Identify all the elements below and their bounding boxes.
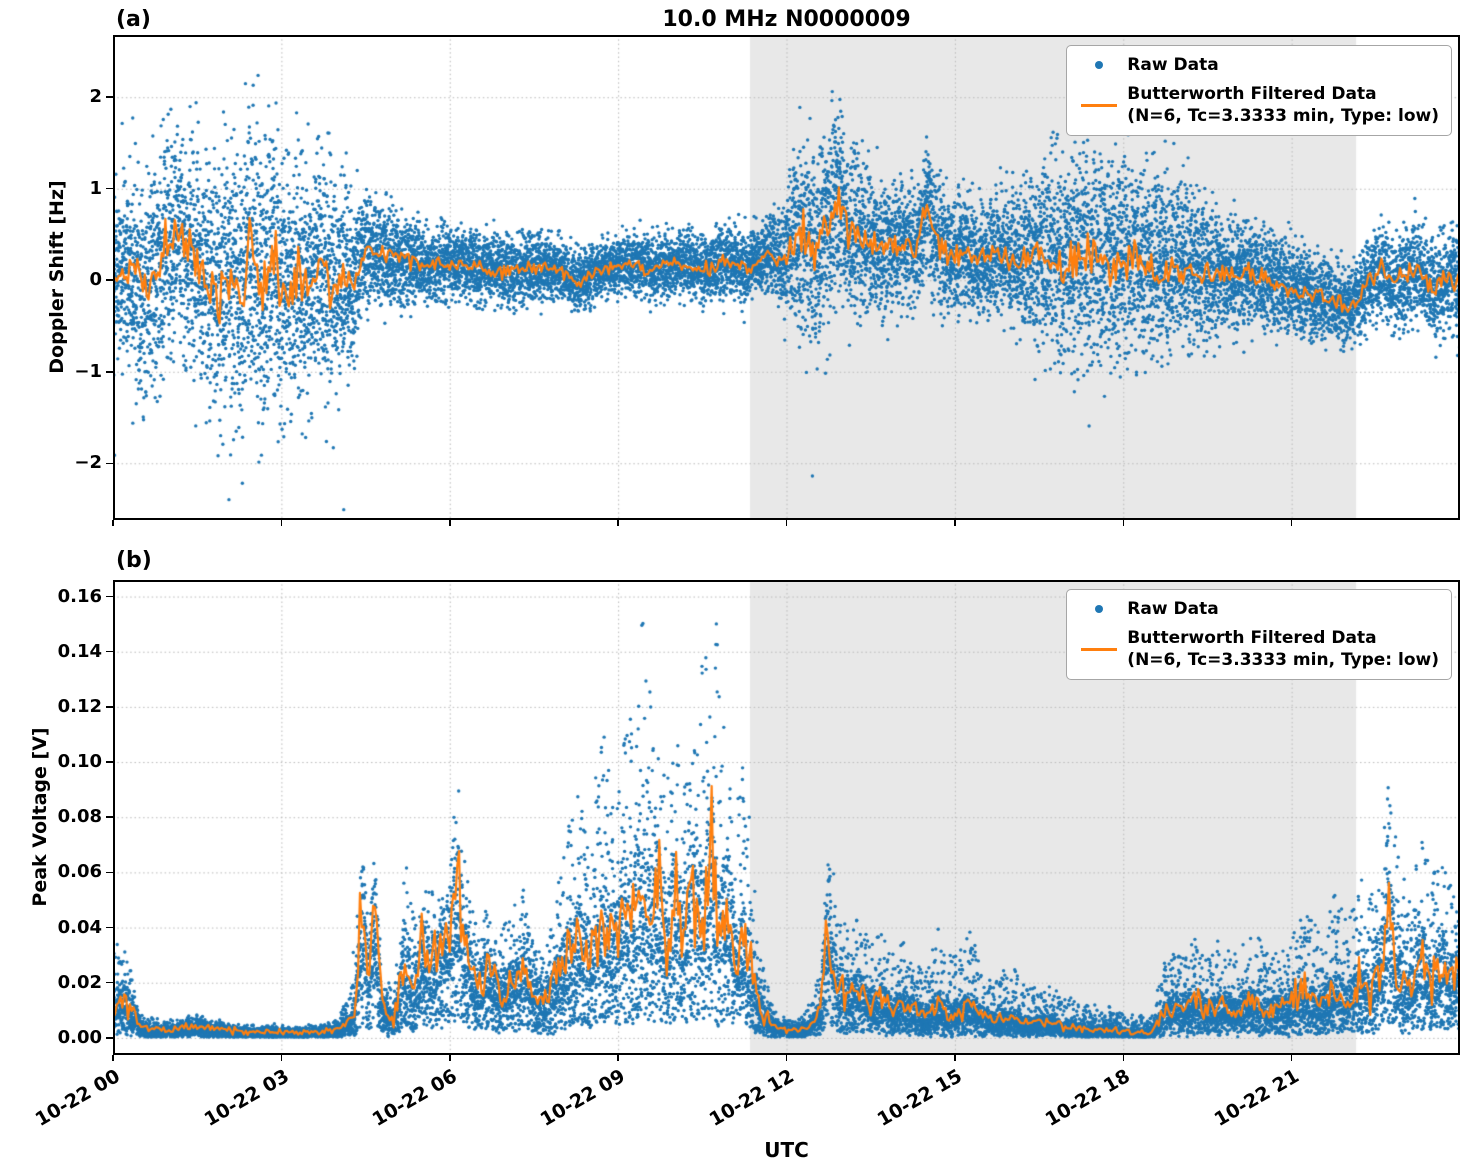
- y-tick-mark: [106, 706, 113, 708]
- y-tick-label: 0.16: [57, 585, 102, 607]
- y-tick-label: 0.02: [57, 971, 102, 993]
- y-tick-mark: [106, 187, 113, 190]
- legend-raw-label: Raw Data: [1127, 599, 1219, 619]
- x-tick-mark: [1290, 1055, 1293, 1061]
- x-tick-mark: [617, 520, 619, 526]
- x-tick-mark: [449, 520, 451, 526]
- y-tick-label: 0.10: [57, 751, 102, 773]
- y-tick-label: −1: [74, 360, 102, 382]
- chart-title: 10.0 MHz N0000009: [662, 7, 911, 32]
- x-tick-label: 10-22 09: [536, 1065, 630, 1131]
- legend-filtered-label: Butterworth Filtered Data (N=6, Tc=3.3333…: [1127, 627, 1439, 671]
- x-tick-mark: [449, 1055, 451, 1061]
- legend-filtered-line1: Butterworth Filtered Data: [1127, 628, 1377, 649]
- y-tick-mark: [106, 595, 113, 598]
- x-tick-mark: [1122, 1055, 1124, 1061]
- y-tick-mark: [106, 981, 113, 984]
- legend-entry-filtered: Butterworth Filtered Data (N=6, Tc=3.3333…: [1079, 627, 1439, 671]
- x-tick-mark: [1290, 520, 1293, 526]
- legend-filtered-line2: (N=6, Tc=3.3333 min, Type: low): [1127, 650, 1439, 671]
- x-axis-label: UTC: [764, 1138, 809, 1162]
- x-tick-mark: [954, 520, 956, 526]
- y-tick-label: 0.04: [57, 916, 102, 938]
- legend-entry-raw: Raw Data: [1079, 598, 1439, 620]
- y-tick-mark: [106, 96, 113, 98]
- legend-filtered-line2: (N=6, Tc=3.3333 min, Type: low): [1127, 106, 1439, 127]
- legend-marker-col: [1079, 605, 1119, 614]
- panel-b-legend: Raw Data Butterworth Filtered Data (N=6, …: [1066, 589, 1452, 681]
- legend-marker-col: [1079, 103, 1119, 107]
- y-tick-label: 1: [89, 177, 102, 199]
- x-tick-mark: [112, 1055, 114, 1061]
- y-tick-label: 0.14: [57, 640, 102, 662]
- y-tick-label: 0.08: [57, 806, 102, 828]
- filtered-line-marker-icon: [1081, 103, 1118, 107]
- x-tick-mark: [280, 1055, 283, 1061]
- y-tick-mark: [106, 371, 113, 373]
- y-tick-mark: [106, 650, 113, 653]
- legend-marker-col: [1079, 647, 1119, 651]
- panel-a-y-axis-label: Doppler Shift [Hz]: [46, 180, 68, 374]
- y-tick-mark: [106, 1037, 113, 1039]
- y-tick-label: 0.06: [57, 861, 102, 883]
- panel-a-label: (a): [116, 7, 151, 32]
- legend-entry-raw: Raw Data: [1079, 54, 1439, 76]
- x-tick-mark: [617, 1055, 619, 1061]
- filtered-line-marker-icon: [1081, 647, 1118, 651]
- legend-entry-filtered: Butterworth Filtered Data (N=6, Tc=3.3333…: [1079, 83, 1439, 127]
- y-tick-mark: [106, 816, 113, 818]
- y-tick-label: −2: [74, 452, 102, 474]
- y-tick-label: 0: [89, 269, 102, 291]
- legend-filtered-label: Butterworth Filtered Data (N=6, Tc=3.3333…: [1127, 83, 1439, 127]
- legend-raw-label: Raw Data: [1127, 55, 1219, 75]
- x-tick-label: 10-22 06: [368, 1065, 461, 1131]
- raw-data-marker-icon: [1095, 61, 1104, 70]
- x-tick-label: 10-22 18: [1041, 1065, 1135, 1131]
- panel-b-y-axis-label: Peak Voltage [V]: [29, 727, 51, 907]
- x-tick-mark: [1122, 520, 1124, 526]
- legend-marker-col: [1079, 61, 1119, 70]
- panel-b-label: (b): [116, 548, 152, 573]
- x-tick-label: 10-22 00: [31, 1065, 124, 1131]
- x-tick-mark: [112, 520, 114, 526]
- y-tick-mark: [106, 761, 113, 763]
- y-tick-label: 2: [89, 86, 102, 108]
- y-tick-mark: [106, 926, 113, 929]
- x-tick-mark: [785, 1055, 788, 1061]
- y-tick-mark: [106, 871, 113, 874]
- x-tick-label: 10-22 12: [705, 1065, 798, 1131]
- y-tick-mark: [106, 462, 113, 464]
- x-tick-label: 10-22 21: [1210, 1065, 1303, 1131]
- x-tick-label: 10-22 15: [873, 1065, 966, 1131]
- x-tick-label: 10-22 03: [200, 1065, 293, 1131]
- x-tick-mark: [954, 1055, 956, 1061]
- y-tick-label: 0.00: [57, 1026, 102, 1048]
- x-tick-mark: [785, 520, 788, 526]
- y-tick-label: 0.12: [57, 695, 102, 717]
- y-tick-mark: [106, 279, 113, 281]
- x-tick-mark: [280, 520, 283, 526]
- raw-data-marker-icon: [1095, 605, 1104, 614]
- legend-filtered-line1: Butterworth Filtered Data: [1127, 84, 1377, 105]
- panel-a-legend: Raw Data Butterworth Filtered Data (N=6, …: [1066, 45, 1452, 137]
